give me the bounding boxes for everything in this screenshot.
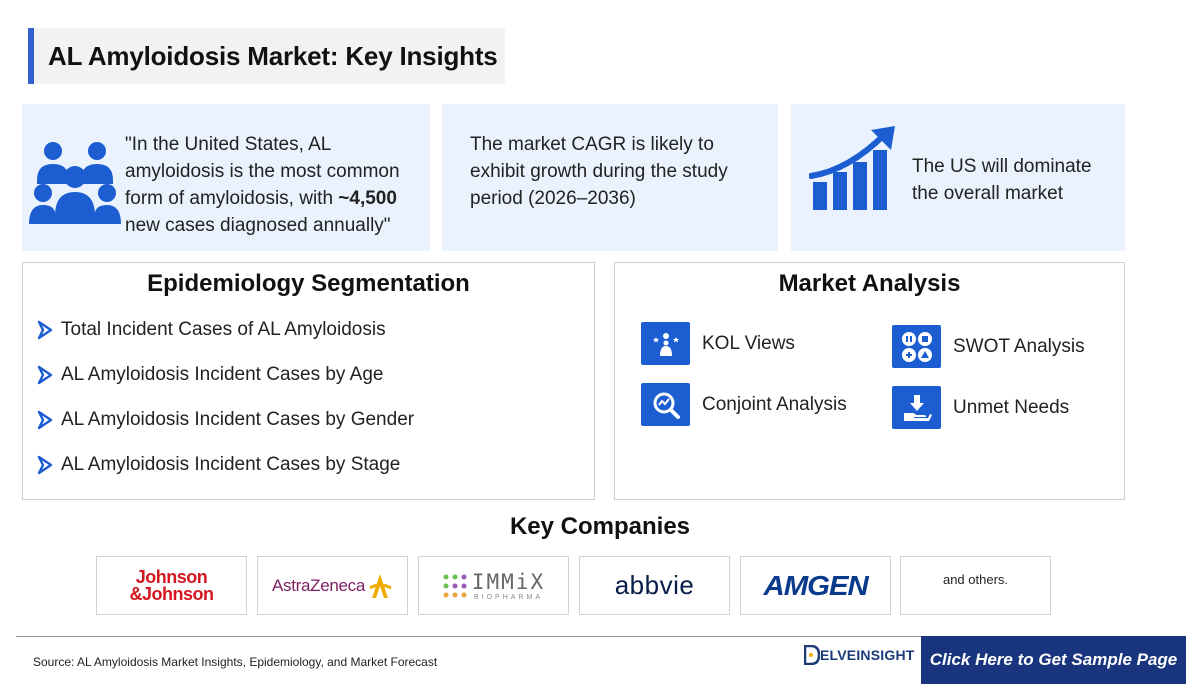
insight-card-us: The US will dominate the overall market bbox=[791, 104, 1125, 251]
logo-abbvie: abbvie bbox=[579, 556, 730, 615]
key-companies-heading: Key Companies bbox=[509, 513, 691, 540]
market-item-unmet-needs: Unmet Needs bbox=[892, 386, 1069, 429]
source-note: Source: AL Amyloidosis Market Insights, … bbox=[33, 655, 438, 669]
market-analysis-panel: Market Analysis KOL Views SWOT Analysis … bbox=[614, 262, 1125, 500]
abbvie-wordmark: abbvie bbox=[614, 570, 695, 600]
growth-chart-icon bbox=[809, 126, 895, 210]
chevron-right-icon bbox=[37, 365, 53, 385]
list-item: AL Amyloidosis Incident Cases by Gender bbox=[35, 409, 414, 431]
astrazeneca-symbol-icon bbox=[369, 573, 392, 598]
logo-amgen: AMGEN bbox=[740, 556, 891, 615]
insight-incidence-text: "In the United States, AL amyloidosis is… bbox=[125, 134, 400, 236]
epidemiology-item-label: Total Incident Cases of AL Amyloidosis bbox=[61, 319, 386, 340]
logo-astrazeneca: AstraZeneca bbox=[257, 556, 408, 615]
chevron-right-icon bbox=[37, 320, 53, 340]
title-box: AL Amyloidosis Market: Key Insights bbox=[28, 28, 505, 84]
insight-us-text: The US will dominate the overall market bbox=[912, 156, 1092, 204]
swot-icon bbox=[892, 325, 941, 368]
astrazeneca-wordmark: AstraZeneca bbox=[271, 575, 366, 595]
immix-wordmark: IMMiX bbox=[471, 570, 546, 594]
market-item-conjoint: Conjoint Analysis bbox=[641, 383, 847, 426]
logo-others: and others. bbox=[900, 556, 1051, 615]
market-item-label: Conjoint Analysis bbox=[702, 393, 847, 415]
delveinsight-logo: ELVEINSIGHT bbox=[804, 645, 915, 665]
epidemiology-heading: Epidemiology Segmentation bbox=[147, 270, 470, 297]
logo-immix-biopharma: IMMiX BIOPHARMA bbox=[418, 556, 569, 615]
insight-card-incidence: "In the United States, AL amyloidosis is… bbox=[22, 104, 430, 251]
sample-page-button[interactable]: Click Here to Get Sample Page bbox=[921, 636, 1186, 684]
epidemiology-panel: Epidemiology Segmentation Total Incident… bbox=[22, 262, 595, 500]
insight-cagr-text: The market CAGR is likely to exhibit gro… bbox=[470, 134, 728, 209]
delveinsight-d-icon bbox=[804, 645, 820, 665]
epidemiology-item-label: AL Amyloidosis Incident Cases by Age bbox=[61, 364, 384, 385]
jj-line1: Johnson bbox=[135, 566, 208, 587]
unmet-needs-icon bbox=[892, 386, 941, 429]
logo-johnson-and-johnson: Johnson &Johnson bbox=[96, 556, 247, 615]
footer-divider bbox=[16, 636, 1186, 637]
market-item-label: KOL Views bbox=[702, 332, 795, 354]
list-item: AL Amyloidosis Incident Cases by Age bbox=[35, 364, 383, 386]
market-item-swot: SWOT Analysis bbox=[892, 325, 1085, 368]
market-item-label: SWOT Analysis bbox=[953, 335, 1085, 357]
epidemiology-item-label: AL Amyloidosis Incident Cases by Gender bbox=[61, 409, 415, 430]
list-item: Total Incident Cases of AL Amyloidosis bbox=[35, 319, 386, 341]
jj-line2: &Johnson bbox=[129, 583, 215, 604]
chevron-right-icon bbox=[37, 455, 53, 475]
immix-dots-icon bbox=[443, 574, 467, 597]
page-title: AL Amyloidosis Market: Key Insights bbox=[48, 40, 498, 71]
people-group-icon bbox=[29, 142, 121, 224]
conjoint-icon bbox=[641, 383, 690, 426]
chevron-right-icon bbox=[37, 410, 53, 430]
amgen-wordmark: AMGEN bbox=[763, 569, 868, 601]
market-item-kol: KOL Views bbox=[641, 322, 795, 365]
delveinsight-wordmark: ELVEINSIGHT bbox=[820, 647, 915, 663]
others-text: and others. bbox=[942, 572, 1009, 587]
immix-subtitle: BIOPHARMA bbox=[473, 594, 543, 601]
market-item-label: Unmet Needs bbox=[953, 396, 1070, 418]
insight-card-cagr: The market CAGR is likely to exhibit gro… bbox=[442, 104, 778, 251]
list-item: AL Amyloidosis Incident Cases by Stage bbox=[35, 454, 400, 476]
kol-icon bbox=[641, 322, 690, 365]
market-analysis-heading: Market Analysis bbox=[778, 270, 961, 297]
epidemiology-item-label: AL Amyloidosis Incident Cases by Stage bbox=[61, 454, 401, 475]
